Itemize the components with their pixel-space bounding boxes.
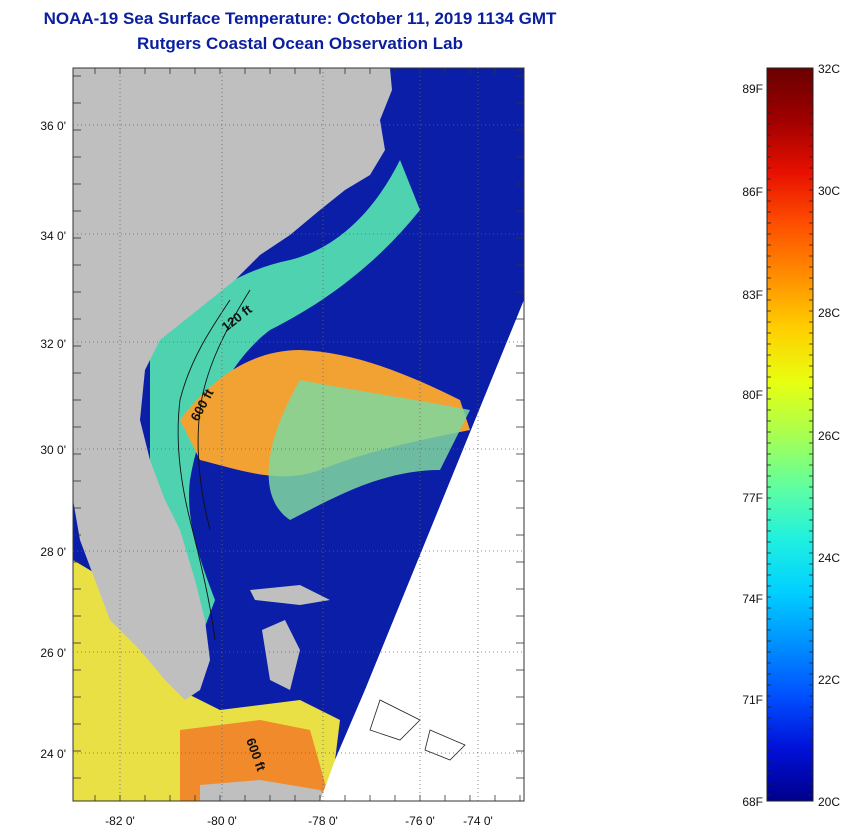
colorbar-c-label: 24C [818, 551, 840, 565]
colorbar-c-label: 32C [818, 62, 840, 76]
colorbar-c-label: 26C [818, 429, 840, 443]
lon-label: -78 0' [308, 814, 338, 828]
colorbar-f-label: 77F [742, 491, 763, 505]
land-grand-bahama [250, 585, 330, 605]
isobath-contour [197, 289, 251, 531]
colorbar-f-label: 74F [742, 592, 763, 606]
latitude-labels: 36 0' 34 0' 32 0' 30 0' 28 0' 26 0' 24 0… [40, 119, 66, 761]
colorbar-c-label: 30C [818, 184, 840, 198]
map-title: NOAA-19 Sea Surface Temperature: October… [43, 9, 557, 28]
no-data-region [320, 300, 524, 801]
colorbar-f-labels: 89F 86F 83F 80F 77F 74F 71F 68F [742, 82, 763, 809]
colorbar-f-label: 86F [742, 185, 763, 199]
map-frame [72, 67, 525, 802]
axis-ticks [73, 68, 524, 801]
lat-label: 28 0' [40, 545, 66, 559]
colorbar-f-label: 68F [742, 795, 763, 809]
colorbar [766, 67, 814, 802]
lat-label: 30 0' [40, 443, 66, 457]
lon-label: -76 0' [405, 814, 435, 828]
lat-label: 34 0' [40, 229, 66, 243]
straits-warm-water [180, 720, 330, 801]
lon-label: -74 0' [463, 814, 493, 828]
colorbar-c-labels: 32C 30C 28C 26C 24C 22C 20C [818, 62, 840, 809]
colorbar-c-label: 28C [818, 306, 840, 320]
longitude-labels: -82 0' -80 0' -78 0' -76 0' -74 0' [105, 814, 493, 828]
land-southeast-us [73, 68, 392, 700]
island-outline [369, 699, 421, 741]
land-cuba [200, 780, 330, 801]
map-subtitle: Rutgers Coastal Ocean Observation Lab [137, 34, 463, 53]
colorbar-f-label: 83F [742, 288, 763, 302]
colorbar-f-label: 89F [742, 82, 763, 96]
lat-label: 24 0' [40, 747, 66, 761]
colorbar-c-label: 22C [818, 673, 840, 687]
mid-water [268, 380, 470, 520]
isobath-contour [177, 299, 231, 641]
map-content [73, 68, 524, 801]
lat-label: 36 0' [40, 119, 66, 133]
lat-label: 26 0' [40, 646, 66, 660]
lat-label: 32 0' [40, 337, 66, 351]
lon-label: -82 0' [105, 814, 135, 828]
colorbar-ticks [767, 79, 813, 796]
colorbar-f-label: 80F [742, 388, 763, 402]
colorbar-c-label: 20C [818, 795, 840, 809]
island-outline [424, 729, 466, 761]
lon-label: -80 0' [207, 814, 237, 828]
land-andros [262, 620, 300, 690]
colorbar-f-label: 71F [742, 693, 763, 707]
